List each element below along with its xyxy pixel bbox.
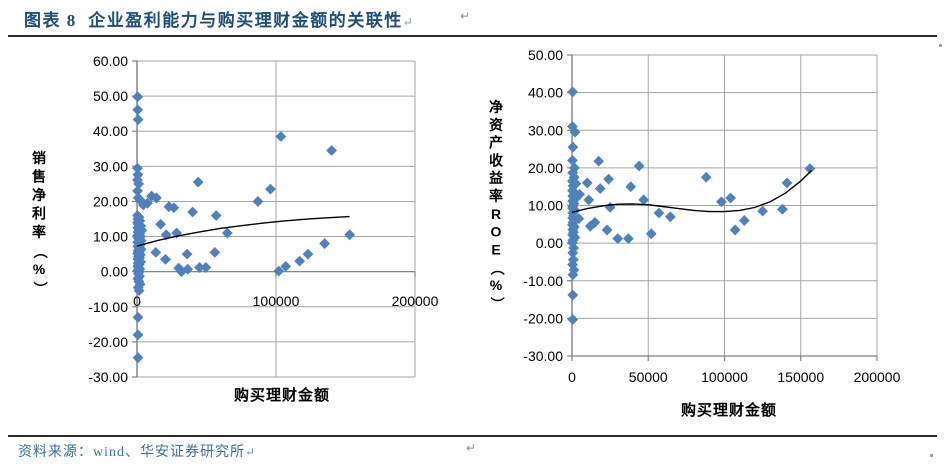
paragraph-mark-icon: ↵ — [245, 445, 256, 459]
svg-text:40.00: 40.00 — [93, 123, 128, 139]
trend-line — [571, 170, 812, 213]
source-note: 资料来源：wind、华安证券研究所 — [18, 445, 245, 460]
svg-text:净: 净 — [32, 187, 46, 203]
svg-text:20.00: 20.00 — [93, 193, 128, 209]
svg-text:（: （ — [32, 245, 48, 259]
svg-text:-20.00: -20.00 — [523, 310, 563, 326]
data-points — [567, 86, 816, 325]
svg-text:40.00: 40.00 — [528, 85, 563, 101]
svg-text:100000: 100000 — [701, 369, 748, 385]
svg-text:益: 益 — [489, 170, 503, 186]
tick-labels: 50.00 40.00 30.00 20.00 10.00 0.00 -10.00 -20.0… — [523, 47, 900, 385]
svg-text:%: % — [33, 261, 46, 277]
gridlines — [572, 54, 878, 357]
svg-text:50.00: 50.00 — [528, 47, 563, 63]
svg-text:-20.00: -20.00 — [88, 334, 128, 350]
svg-text:O: O — [491, 224, 502, 240]
source-note-row: 资料来源：wind、华安证券研究所↵ — [18, 441, 255, 461]
svg-text:利: 利 — [32, 206, 46, 222]
scatter-chart-net-profit-margin: 60.00 50.00 40.00 30.00 20.00 10.00 0.00 -10.00… — [31, 53, 439, 404]
scatter-chart-roe: 50.00 40.00 30.00 20.00 10.00 0.00 -10.00 -20.0… — [489, 47, 901, 419]
svg-text:收: 收 — [489, 152, 504, 168]
svg-text:产: 产 — [489, 135, 503, 151]
svg-text:200000: 200000 — [392, 293, 439, 309]
trend-line — [136, 215, 350, 247]
title-rule — [8, 35, 937, 37]
svg-text:0: 0 — [568, 369, 576, 385]
stray-mark — [939, 44, 942, 47]
figure-title: 图表 8 企业盈利能力与购买理财金额的关联性 — [24, 11, 403, 30]
svg-text:-30.00: -30.00 — [88, 369, 128, 385]
x-axis-title: 购买理财金额 — [681, 401, 777, 419]
paragraph-mark-icon: ↵ — [466, 441, 477, 455]
svg-text:30.00: 30.00 — [528, 122, 563, 138]
stray-mark — [930, 454, 933, 457]
svg-text:（: （ — [489, 261, 505, 275]
svg-text:-10.00: -10.00 — [523, 273, 563, 289]
svg-text:20.00: 20.00 — [528, 160, 563, 176]
data-points — [132, 91, 356, 364]
svg-text:100000: 100000 — [253, 293, 300, 309]
footer-rule — [8, 435, 937, 437]
axes — [132, 60, 416, 378]
tick-labels: 60.00 50.00 40.00 30.00 20.00 10.00 0.00 -10.00… — [88, 53, 438, 385]
svg-text:150000: 150000 — [777, 369, 824, 385]
svg-text:0: 0 — [133, 293, 141, 309]
svg-text:资: 资 — [489, 117, 503, 133]
gridlines — [137, 60, 416, 378]
svg-text:）: ） — [32, 282, 48, 296]
x-axis-title: 购买理财金额 — [234, 386, 330, 404]
paragraph-mark-icon: ↵ — [460, 9, 471, 23]
svg-text:率: 率 — [489, 188, 503, 204]
svg-text:）: ） — [489, 297, 505, 311]
charts-canvas: 60.00 50.00 40.00 30.00 20.00 10.00 0.00 -10.00… — [31, 47, 901, 419]
svg-text:-30.00: -30.00 — [523, 348, 563, 364]
svg-text:-10.00: -10.00 — [88, 299, 128, 315]
svg-text:%: % — [490, 277, 503, 293]
svg-text:50.00: 50.00 — [93, 88, 128, 104]
svg-text:率: 率 — [32, 224, 46, 240]
svg-text:E: E — [491, 241, 500, 257]
svg-text:销: 销 — [32, 150, 46, 166]
figure-title-row: 图表 8 企业盈利能力与购买理财金额的关联性↵ — [24, 6, 413, 31]
svg-text:0.00: 0.00 — [536, 235, 563, 251]
svg-text:R: R — [491, 206, 501, 222]
svg-text:50000: 50000 — [629, 369, 668, 385]
svg-text:10.00: 10.00 — [93, 229, 128, 245]
svg-text:10.00: 10.00 — [528, 198, 563, 214]
svg-text:60.00: 60.00 — [93, 53, 128, 69]
svg-text:0.00: 0.00 — [101, 264, 128, 280]
svg-text:售: 售 — [31, 169, 46, 185]
svg-text:200000: 200000 — [854, 369, 901, 385]
svg-text:30.00: 30.00 — [93, 158, 128, 174]
paragraph-mark-icon: ↵ — [402, 15, 413, 29]
svg-text:净: 净 — [489, 99, 503, 115]
